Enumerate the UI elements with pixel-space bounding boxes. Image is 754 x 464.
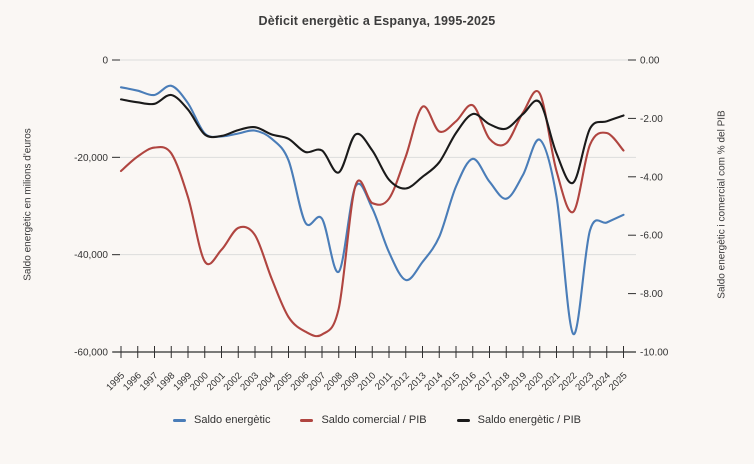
y-tick-label-right: -10.00 bbox=[640, 348, 669, 359]
y-tick-label-right: -4.00 bbox=[640, 172, 663, 183]
legend-item-saldo-energetic-pib: Saldo energètic / PIB bbox=[456, 414, 581, 426]
x-tick-label: 2025 bbox=[607, 370, 630, 393]
legend-marker-blue-icon bbox=[173, 418, 187, 422]
legend-item-saldo-energetic: Saldo energètic bbox=[173, 414, 270, 426]
legend-label: Saldo energètic bbox=[194, 414, 271, 426]
y-tick-label-left: 0 bbox=[102, 56, 108, 67]
series-line-saldo-comercial-pib bbox=[119, 90, 625, 338]
legend-marker-black-icon bbox=[456, 418, 470, 422]
y-tick-label-right: -8.00 bbox=[640, 289, 663, 300]
y-tick-label-left: -20,000 bbox=[74, 153, 108, 164]
legend-item-saldo-comercial-pib: Saldo comercial / PIB bbox=[300, 414, 427, 426]
chart-title: Dèficit energètic a Espanya, 1995-2025 bbox=[258, 14, 496, 28]
y-tick-label-left: -60,000 bbox=[74, 348, 108, 359]
legend-marker-red-icon bbox=[300, 418, 314, 422]
legend: Saldo energètic Saldo comercial / PIB Sa… bbox=[0, 414, 754, 426]
legend-label: Saldo energètic / PIB bbox=[477, 414, 581, 426]
y-tick-label-right: 0.00 bbox=[640, 56, 660, 67]
y-tick-label-right: -2.00 bbox=[640, 114, 663, 125]
legend-label: Saldo comercial / PIB bbox=[321, 414, 427, 426]
series-line-saldo-energ-tic-pib bbox=[119, 93, 625, 190]
y-tick-label-left: -40,000 bbox=[74, 250, 108, 261]
y-tick-label-right: -6.00 bbox=[640, 231, 663, 242]
